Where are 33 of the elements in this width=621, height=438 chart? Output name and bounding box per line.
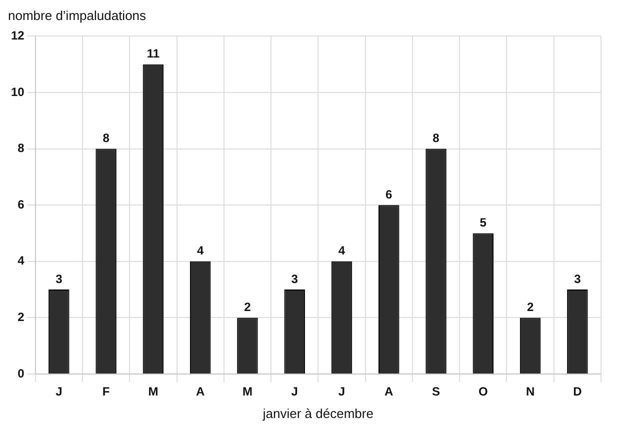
data-label: 4 xyxy=(196,244,204,258)
y-tick-label: 2 xyxy=(18,310,25,324)
y-tick-label: 4 xyxy=(18,254,25,268)
data-label: 6 xyxy=(386,187,393,202)
x-tick-label: J xyxy=(338,384,346,399)
x-axis-title: janvier à décembre xyxy=(262,406,374,421)
x-tick-label: M xyxy=(148,384,158,399)
data-label: 2 xyxy=(244,300,252,314)
data-label: 3 xyxy=(574,272,582,286)
x-tick-label: D xyxy=(573,384,582,399)
x-tick-label: J xyxy=(291,384,298,399)
x-tick-label: N xyxy=(526,384,535,399)
data-label: 3 xyxy=(56,272,63,286)
y-axis-title: nombre d’impaludations xyxy=(8,8,148,25)
x-tick-label: J xyxy=(56,384,62,399)
y-tick-label: 10 xyxy=(10,84,25,99)
y-tick-label: 0 xyxy=(18,366,25,380)
y-tick-label: 12 xyxy=(10,28,25,43)
data-label: 3 xyxy=(291,272,298,286)
data-label: 5 xyxy=(480,216,487,230)
x-tick-label: O xyxy=(478,384,488,399)
data-label: 8 xyxy=(432,131,440,146)
x-tick-label: F xyxy=(102,384,110,399)
data-label: 8 xyxy=(102,131,110,146)
data-label: 4 xyxy=(338,244,346,258)
data-label: 11 xyxy=(146,46,160,61)
x-tick-label: A xyxy=(196,384,205,399)
data-label: 2 xyxy=(526,300,534,314)
y-tick-label: 6 xyxy=(18,197,25,212)
x-tick-label: S xyxy=(432,384,440,399)
y-tick-label: 8 xyxy=(18,141,25,156)
x-tick-label: M xyxy=(242,384,252,399)
x-tick-label: A xyxy=(384,384,394,399)
